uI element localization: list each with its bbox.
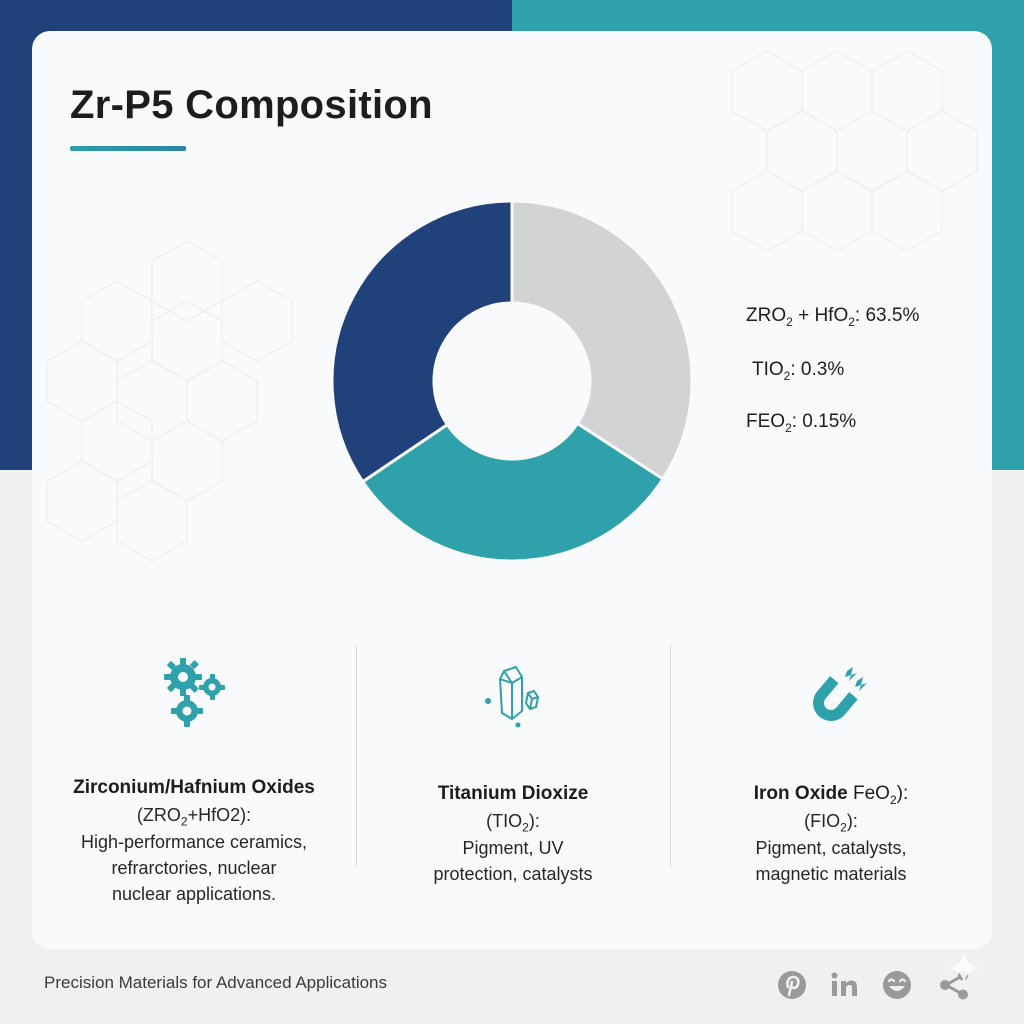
feature-description: High-performance ceramics, refrarctories… [80, 832, 308, 904]
feature-titanium-dioxide: Titanium Dioxize (TIO2): Pigment, UV pro… [356, 645, 670, 885]
magnet-icon [813, 667, 867, 721]
footer-tagline: Precision Materials for Advanced Applica… [44, 973, 388, 992]
donut-slice-tio2 [360, 421, 666, 563]
composition-donut-chart [330, 199, 694, 563]
page-title: Zr-P5 Composition [70, 83, 433, 127]
feature-name: Iron Oxide FeO2): [753, 783, 909, 807]
legend-item-zro2-hfo2: ZRO2 + HfO2: 63.5% [746, 305, 920, 329]
legend-item-feo2: FEO2: 0.15% [746, 411, 857, 435]
gears-icon [164, 658, 225, 727]
linkedin-icon[interactable] [828, 968, 862, 1002]
sparkle-icon [948, 952, 980, 984]
feature-formula: (ZRO2+HfO2): [136, 805, 252, 829]
feature-name: Titanium Dioxize [437, 783, 589, 804]
legend-item-tio2: TIO2: 0.3% [752, 359, 845, 383]
feature-name: Zirconium/Hafnium Oxides [73, 777, 315, 798]
composition-card: Zr-P5 Composition ZRO2 + HfO2: 63.5% TIO… [32, 31, 992, 949]
feature-iron-oxide: Iron Oxide FeO2): (FIO2): Pigment, catal… [670, 645, 992, 885]
pinterest-icon[interactable] [775, 968, 809, 1002]
chart-legend: ZRO2 + HfO2: 63.5% TIO2: 0.3% FEO2: 0.15… [740, 301, 980, 451]
title-underline [70, 146, 186, 151]
donut-slice-feo2 [330, 199, 514, 484]
feature-description: Pigment, catalysts, magnetic materials [755, 838, 907, 884]
hexagon-pattern [46, 50, 978, 562]
feature-formula: (FIO2): [804, 811, 858, 835]
feature-formula: (TIO2): [486, 811, 540, 835]
feature-divider [670, 645, 671, 867]
feature-divider [356, 645, 357, 867]
feature-zirconium-hafnium: Zirconium/Hafnium Oxides (ZRO2+HfO2): Hi… [32, 645, 356, 904]
feature-description: Pigment, UV protection, catalysts [433, 838, 593, 884]
crystal-icon [485, 666, 539, 728]
donut-slice-zro2-hfo2 [510, 199, 694, 482]
smiley-icon[interactable] [880, 968, 914, 1002]
